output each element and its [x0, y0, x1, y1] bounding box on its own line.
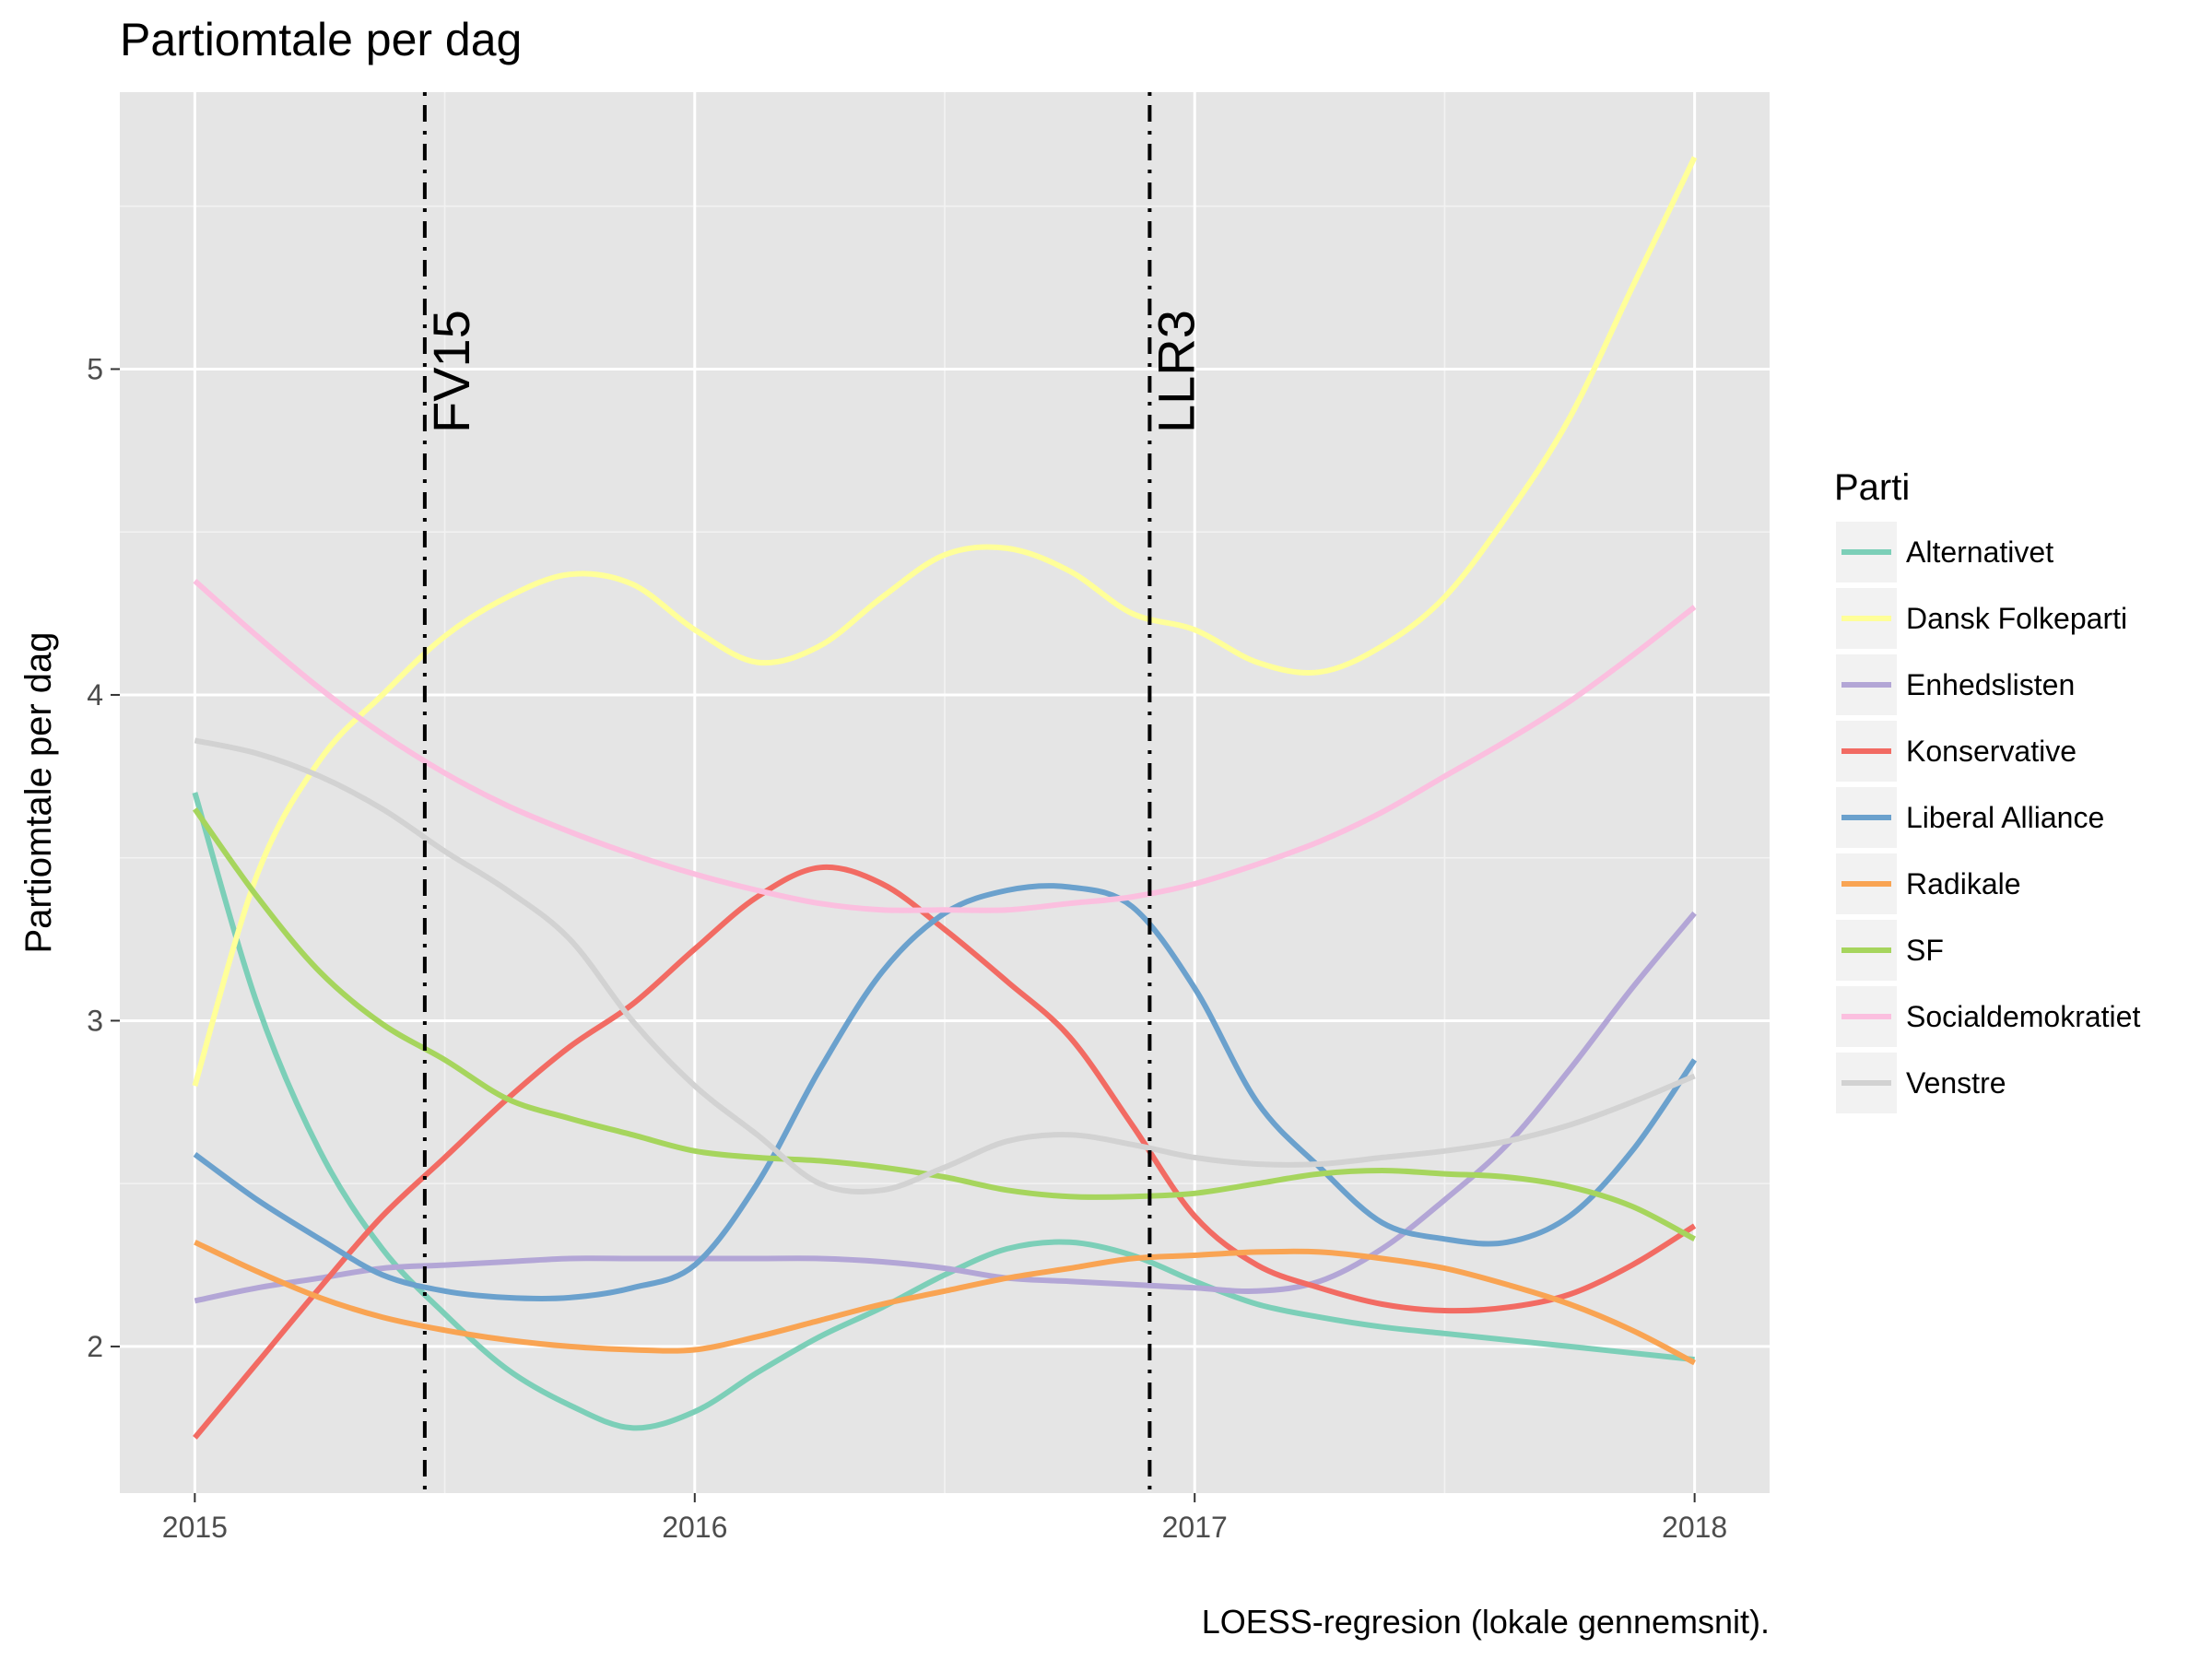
x-tick-label: 2015: [162, 1511, 228, 1544]
legend-label-radikale: Radikale: [1906, 867, 2021, 900]
x-axis: 2015 2016 2017 2018: [162, 1493, 1727, 1544]
y-tick-label: 5: [87, 352, 103, 385]
y-tick-label: 3: [87, 1004, 103, 1037]
legend-title: Parti: [1834, 467, 1910, 508]
legend-label-konservative: Konservative: [1906, 735, 2077, 768]
legend-label-liberal-alliance: Liberal Alliance: [1906, 801, 2104, 834]
y-tick-label: 2: [87, 1330, 103, 1363]
legend-items: Alternativet Dansk Folkeparti Enhedslisten…: [1836, 522, 2140, 1113]
reference-lines: FV15 LLR3: [422, 92, 1205, 1493]
x-tick-label: 2018: [1662, 1511, 1727, 1544]
vline-label-fv15: FV15: [422, 310, 480, 433]
legend-label-enhedslisten: Enhedslisten: [1906, 668, 2075, 701]
x-tick-label: 2016: [662, 1511, 727, 1544]
series-line-socialdemokratiet: [193, 578, 1697, 913]
grid-major: [120, 92, 1770, 1493]
y-axis: 2 3 4 5: [87, 352, 120, 1363]
legend-label-sf: SF: [1906, 934, 1944, 967]
vline-label-llr3: LLR3: [1147, 310, 1205, 433]
legend-label-venstre: Venstre: [1906, 1066, 2006, 1100]
legend-label-dansk-folkeparti: Dansk Folkeparti: [1906, 602, 2127, 635]
series-line-venstre: [194, 737, 1696, 1194]
series-line-radikale: [194, 1240, 1696, 1366]
series-line-liberal-alliance: [193, 883, 1698, 1302]
x-tick-label: 2017: [1162, 1511, 1228, 1544]
series-line-dansk-folkeparti: [192, 156, 1698, 1087]
chart-title: Partiomtale per dag: [120, 14, 522, 65]
series-line-sf: [192, 806, 1696, 1241]
y-axis-label: Partiomtale per dag: [18, 631, 59, 953]
legend-label-socialdemokratiet: Socialdemokratiet: [1906, 1000, 2140, 1033]
legend: Parti Alternativet Dansk Folkeparti Enheds…: [1834, 467, 2140, 1113]
legend-label-alternativet: Alternativet: [1906, 535, 2053, 569]
y-tick-label: 4: [87, 678, 103, 712]
chart-caption: LOESS-regresion (lokale gennemsnit).: [1202, 1603, 1770, 1641]
series-lines: [192, 156, 1698, 1440]
